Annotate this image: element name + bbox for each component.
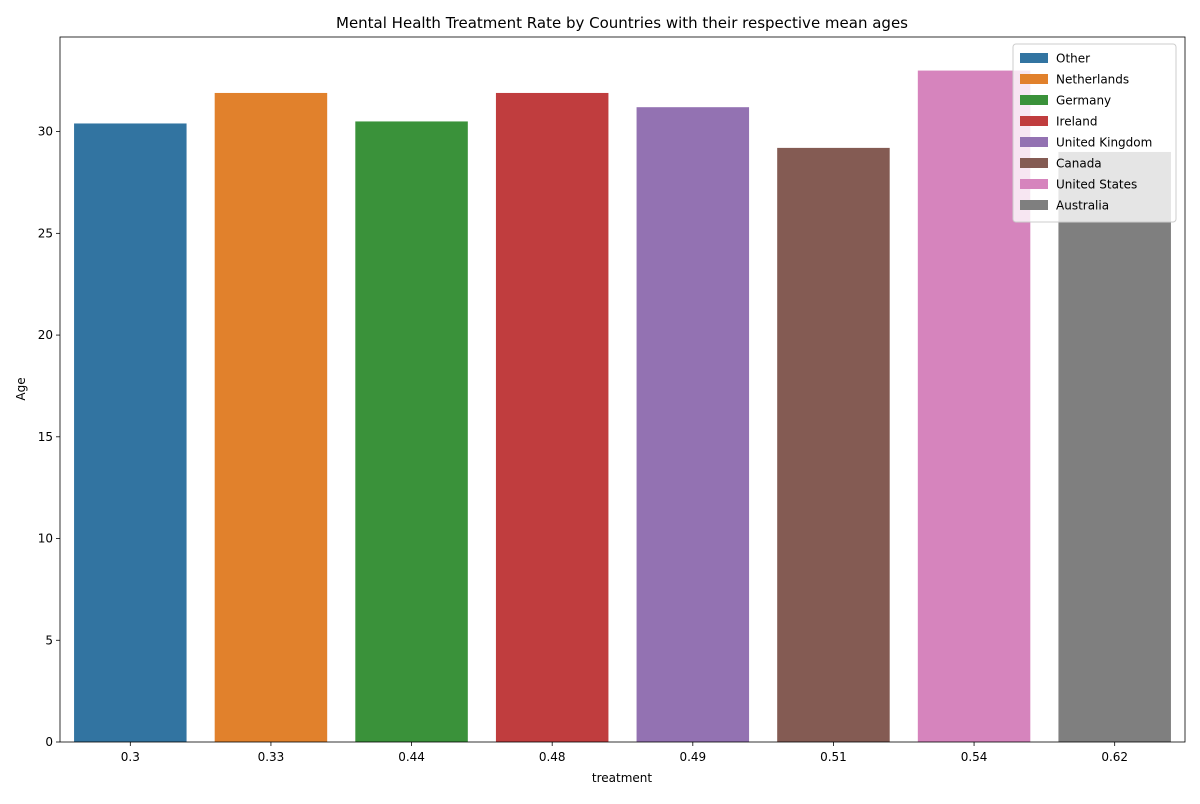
- x-tick-label: 0.44: [398, 750, 425, 764]
- legend: Other Netherlands Germany Ireland United Kin…: [1012, 43, 1177, 223]
- bars-layer: [74, 70, 1171, 743]
- legend-swatch: [1020, 179, 1048, 189]
- plot-frame: [59, 36, 1186, 743]
- legend-label: Germany: [1056, 94, 1111, 108]
- bar-other: [74, 123, 187, 742]
- axes-layer: 0.3 0.33 0.44 0.48 0.49 0.51 0.54 0.62 0 5 10 15 20 2…: [38, 36, 1186, 764]
- legend-swatch: [1020, 116, 1048, 126]
- legend-label: United Kingdom: [1056, 136, 1152, 150]
- y-axis-label: Age: [14, 377, 28, 400]
- x-tick-label: 0.48: [539, 750, 566, 764]
- legend-label: Other: [1056, 52, 1090, 66]
- bar-ireland: [495, 92, 609, 742]
- x-tick-label: 0.3: [121, 750, 140, 764]
- x-tick-label: 0.33: [258, 750, 285, 764]
- legend-swatch: [1020, 158, 1048, 168]
- y-tick-label: 30: [38, 125, 53, 139]
- bar-netherlands: [214, 92, 328, 742]
- legend-swatch: [1020, 53, 1048, 63]
- legend-box: [1012, 43, 1177, 223]
- chart-title: Mental Health Treatment Rate by Countrie…: [336, 14, 908, 32]
- y-tick-label: 0: [45, 735, 53, 749]
- legend-swatch: [1020, 200, 1048, 210]
- legend-label: United States: [1056, 178, 1137, 192]
- legend-label: Australia: [1056, 199, 1109, 213]
- legend-swatch: [1020, 74, 1048, 84]
- legend-swatch: [1020, 95, 1048, 105]
- bar-united-kingdom: [636, 107, 750, 742]
- y-tick-label: 20: [38, 328, 53, 342]
- x-tick-label: 0.51: [820, 750, 847, 764]
- legend-label: Netherlands: [1056, 73, 1129, 87]
- legend-swatch: [1020, 137, 1048, 147]
- x-tick-label: 0.49: [679, 750, 706, 764]
- bar-united-states: [917, 70, 1031, 743]
- bar-canada: [777, 147, 890, 742]
- x-tick-label: 0.62: [1101, 750, 1128, 764]
- y-tick-label: 25: [38, 226, 53, 240]
- x-tick-label: 0.54: [961, 750, 988, 764]
- x-axis-label: treatment: [592, 771, 652, 785]
- y-tick-label: 5: [45, 633, 53, 647]
- bar-germany: [355, 121, 468, 742]
- legend-label: Ireland: [1056, 115, 1098, 129]
- legend-label: Canada: [1056, 157, 1102, 171]
- bar-australia: [1058, 151, 1171, 742]
- y-tick-label: 15: [38, 430, 53, 444]
- y-tick-label: 10: [38, 532, 53, 546]
